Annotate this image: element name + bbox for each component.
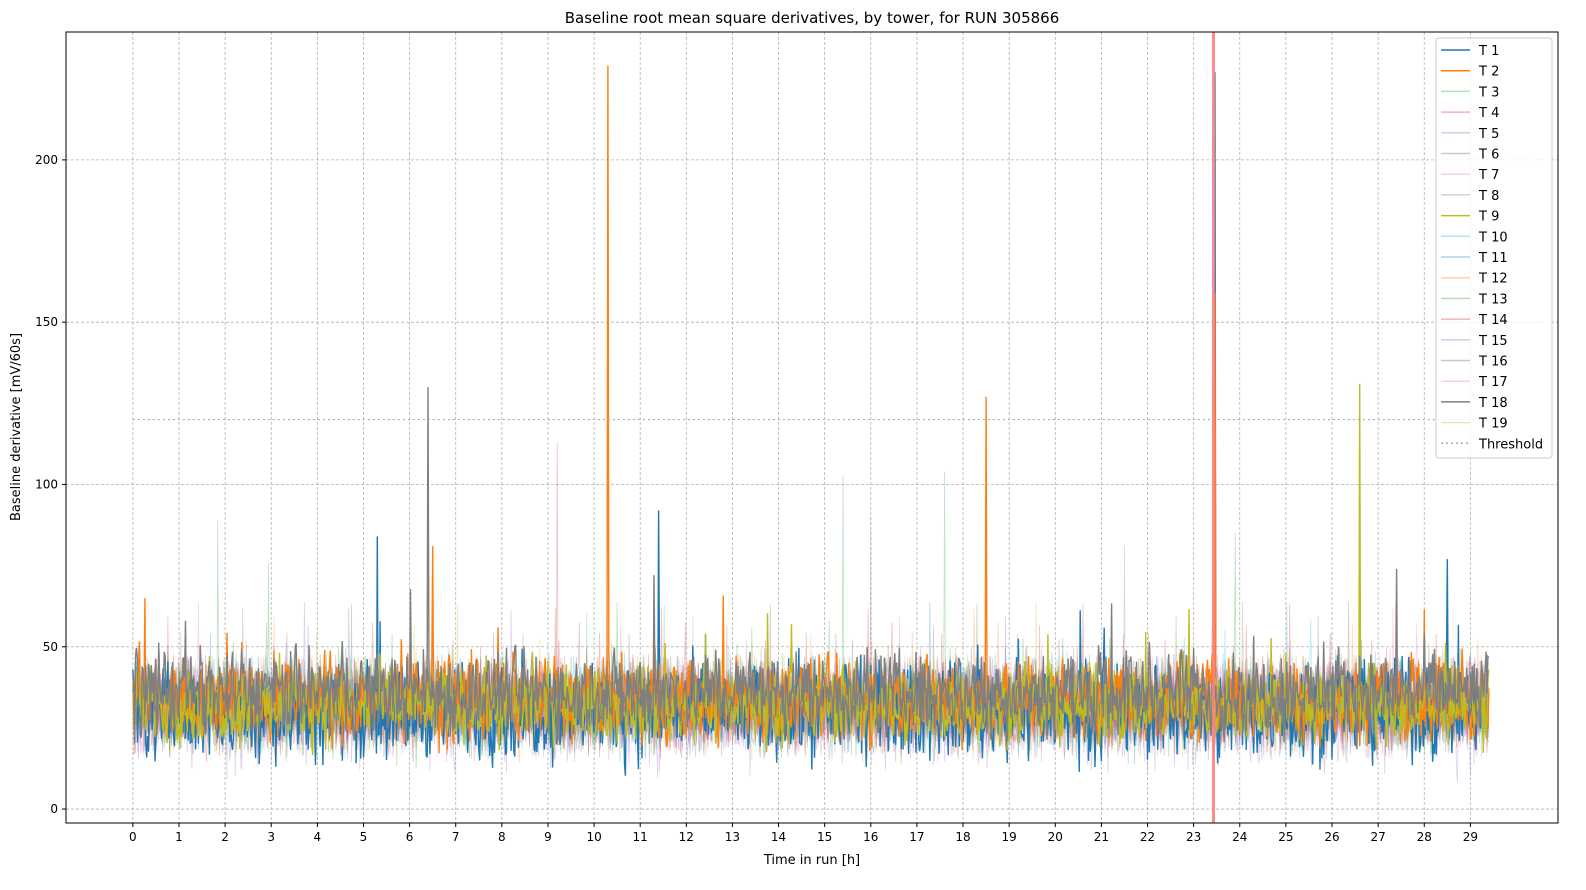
x-tick-label: 5 <box>360 830 368 844</box>
x-tick-label: 25 <box>1278 830 1293 844</box>
x-tick-label: 6 <box>406 830 414 844</box>
legend: T 1 T 2 T 3 T 4 T 5 T 6 T 7 T 8 T 9 T 10 T 11 T 12 T… <box>1435 37 1553 459</box>
x-tick-label: 18 <box>955 830 970 844</box>
legend-label: T 19 <box>1478 417 1508 432</box>
x-tick-label: 1 <box>175 830 183 844</box>
x-tick-label: 11 <box>633 830 648 844</box>
series-group <box>132 65 1490 783</box>
x-tick-label: 27 <box>1370 830 1385 844</box>
legend-label: T 8 <box>1478 189 1499 204</box>
x-tick-label: 20 <box>1048 830 1063 844</box>
legend-label: T 6 <box>1478 148 1499 163</box>
x-tick-label: 28 <box>1417 830 1432 844</box>
y-tick-label: 50 <box>43 640 58 654</box>
x-tick-label: 22 <box>1140 830 1155 844</box>
legend-label: T 3 <box>1478 85 1499 100</box>
legend-label: T 4 <box>1478 106 1499 121</box>
y-tick-label: 200 <box>35 153 58 167</box>
x-tick-label: 0 <box>129 830 137 844</box>
legend-label: T 16 <box>1478 355 1508 370</box>
legend-label: T 14 <box>1478 313 1508 328</box>
legend-label: T 12 <box>1478 272 1508 287</box>
legend-label: T 5 <box>1478 127 1499 142</box>
legend-label: T 18 <box>1478 396 1508 411</box>
x-tick-label: 4 <box>314 830 322 844</box>
legend-label: T 7 <box>1478 168 1499 183</box>
legend-label: T 1 <box>1478 44 1499 59</box>
overlays <box>132 32 1489 823</box>
y-tick-label: 150 <box>35 315 58 329</box>
x-tick-label: 9 <box>544 830 552 844</box>
x-tick-label: 10 <box>586 830 601 844</box>
x-tick-label: 12 <box>679 830 694 844</box>
x-axis-label: Time in run [h] <box>763 853 860 868</box>
x-tick-label: 3 <box>267 830 275 844</box>
legend-label: T 9 <box>1478 210 1499 225</box>
grid <box>66 32 1558 823</box>
plot-frame <box>65 31 1559 824</box>
legend-label: T 2 <box>1478 65 1499 80</box>
legend-label: T 15 <box>1478 334 1508 349</box>
x-tick-label: 13 <box>725 830 740 844</box>
legend-label: T 17 <box>1478 375 1508 390</box>
x-tick-label: 7 <box>452 830 460 844</box>
legend-label: Threshold <box>1478 437 1543 452</box>
x-tick-label: 26 <box>1324 830 1339 844</box>
x-tick-label: 14 <box>771 830 786 844</box>
ticks: 0 1 2 3 4 5 6 7 8 9 10 11 12 13 14 15 16 17 18 19 20 21 22 23 24… <box>35 153 1478 844</box>
legend-box <box>1435 37 1553 459</box>
x-tick-label: 29 <box>1463 830 1478 844</box>
y-tick-label: 100 <box>35 477 58 491</box>
x-tick-label: 16 <box>863 830 878 844</box>
y-axis-label: Baseline derivative [mV/60s] <box>9 333 24 521</box>
x-tick-label: 23 <box>1186 830 1201 844</box>
x-tick-label: 17 <box>909 830 924 844</box>
x-tick-label: 21 <box>1094 830 1109 844</box>
x-tick-label: 15 <box>817 830 832 844</box>
legend-label: T 13 <box>1478 292 1508 307</box>
series-line-t18 <box>132 387 1490 750</box>
x-tick-label: 8 <box>498 830 506 844</box>
legend-label: T 10 <box>1478 230 1508 245</box>
legend-label: T 11 <box>1478 251 1508 266</box>
x-tick-label: 19 <box>1002 830 1017 844</box>
chart-title: Baseline root mean square derivatives, b… <box>565 9 1060 27</box>
x-tick-label: 24 <box>1232 830 1247 844</box>
y-tick-label: 0 <box>50 802 58 816</box>
x-tick-label: 2 <box>221 830 229 844</box>
